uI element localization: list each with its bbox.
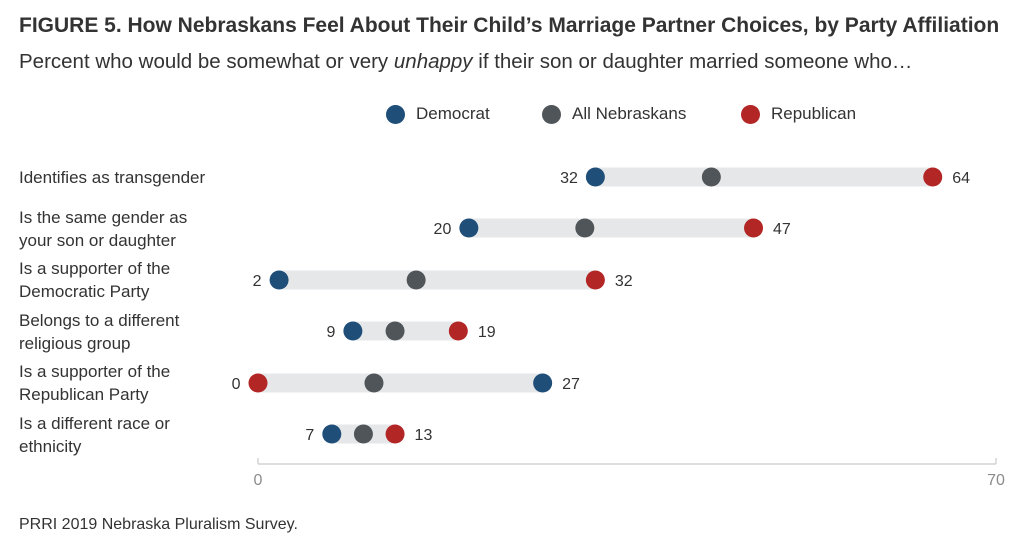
dot-democrat-religious-group	[343, 321, 363, 341]
row-label-democratic-supporter-line-2: Democratic Party	[19, 282, 150, 301]
dot-all-nebraskans-transgender	[701, 167, 721, 187]
legend-item-democrat: Democrat	[386, 104, 490, 124]
dot-all-nebraskans-republican-supporter	[364, 373, 384, 393]
data-label-low-same-gender: 20	[434, 221, 452, 238]
data-label-low-republican-supporter: 0	[232, 376, 241, 393]
dot-republican-race-ethnicity	[385, 424, 405, 444]
dot-democrat-transgender	[585, 167, 605, 187]
dot-all-nebraskans-same-gender	[575, 218, 595, 238]
data-label-low-religious-group: 9	[326, 324, 335, 341]
data-label-low-democratic-supporter: 2	[253, 273, 262, 290]
row-label-transgender-line-1: Identifies as transgender	[19, 168, 206, 187]
x-axis-tick-label-1: 70	[987, 472, 1005, 489]
row-label-republican-supporter-line-1: Is a supporter of the	[19, 362, 171, 381]
data-label-low-race-ethnicity: 7	[305, 427, 314, 444]
row-label-race-ethnicity: Is a different race or ethnicity	[19, 412, 170, 458]
row-label-same-gender-line-2: your son or daughter	[19, 231, 176, 250]
row-label-republican-supporter-line-2: Republican Party	[19, 385, 149, 404]
legend-label-all-nebraskans: All Nebraskans	[572, 104, 687, 123]
legend-dot-democrat	[386, 104, 405, 124]
dot-republican-same-gender	[744, 218, 764, 238]
row-label-transgender: Identifies as transgender	[19, 166, 205, 189]
dot-all-nebraskans-democratic-supporter	[406, 270, 426, 290]
subtitle-emphasis: unhappy	[393, 50, 473, 73]
x-axis-tick-label-0: 0	[254, 472, 263, 489]
row-label-same-gender-line-1: Is the same gender as	[19, 208, 188, 227]
legend-dot-republican	[741, 104, 760, 124]
dot-republican-democratic-supporter	[585, 270, 605, 290]
dot-republican-republican-supporter	[248, 373, 268, 393]
row-label-republican-supporter: Is a supporter of the Republican Party	[19, 360, 170, 406]
dot-all-nebraskans-religious-group	[385, 321, 405, 341]
data-label-high-democratic-supporter: 32	[615, 273, 633, 290]
legend-item-republican: Republican	[741, 104, 856, 124]
dot-democrat-race-ethnicity	[322, 424, 342, 444]
data-label-high-religious-group: 19	[478, 324, 496, 341]
legend-label-democrat: Democrat	[416, 104, 490, 123]
dot-democrat-same-gender	[459, 218, 479, 238]
subtitle-text-start: Percent who would be somewhat or very	[19, 50, 394, 73]
row-label-religious-group-line-2: religious group	[19, 334, 131, 353]
dot-democrat-republican-supporter	[533, 373, 553, 393]
row-label-religious-group-line-1: Belongs to a different	[19, 311, 180, 330]
chart-title: FIGURE 5. How Nebraskans Feel About Thei…	[19, 14, 1000, 37]
data-label-high-same-gender: 47	[773, 221, 791, 238]
row-label-democratic-supporter-line-1: Is a supporter of the	[19, 259, 171, 278]
data-label-high-republican-supporter: 27	[562, 376, 580, 393]
data-label-low-transgender: 32	[560, 170, 578, 187]
data-label-high-race-ethnicity: 13	[415, 427, 433, 444]
dot-all-nebraskans-race-ethnicity	[353, 424, 373, 444]
row-label-religious-group: Belongs to a different religious group	[19, 309, 179, 355]
source-note: PRRI 2019 Nebraska Pluralism Survey.	[19, 516, 298, 533]
dot-republican-transgender	[923, 167, 943, 187]
dot-republican-religious-group	[448, 321, 468, 341]
row-label-race-ethnicity-line-1: Is a different race or	[19, 414, 170, 433]
dot-democrat-democratic-supporter	[269, 270, 289, 290]
row-label-race-ethnicity-line-2: ethnicity	[19, 437, 82, 456]
subtitle-text-end: if their son or daughter married someone…	[472, 50, 913, 73]
legend-label-republican: Republican	[771, 104, 857, 123]
legend-dot-all-nebraskans	[542, 104, 561, 124]
chart-subtitle: Percent who would be somewhat or very un…	[19, 50, 912, 74]
legend-item-all-nebraskans: All Nebraskans	[542, 104, 686, 124]
data-label-high-transgender: 64	[952, 170, 970, 187]
row-label-democratic-supporter: Is a supporter of the Democratic Party	[19, 257, 170, 303]
chart-legend: Democrat All Nebraskans Republican	[0, 104, 1031, 128]
row-label-same-gender: Is the same gender as your son or daught…	[19, 206, 187, 252]
